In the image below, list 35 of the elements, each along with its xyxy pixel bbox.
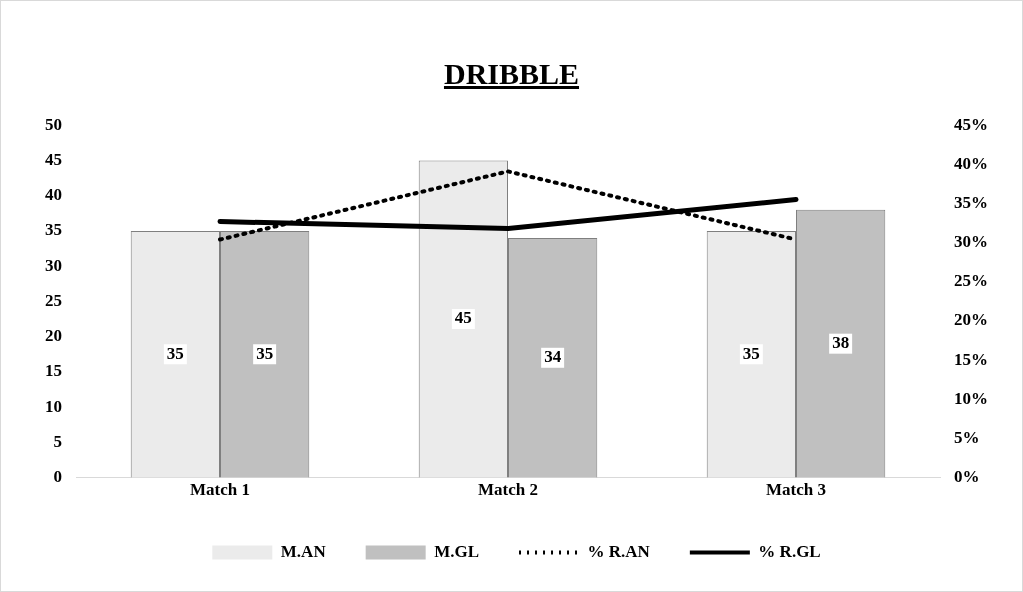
y2-tick-label: 20% bbox=[954, 310, 988, 330]
y2-tick-label: 5% bbox=[954, 427, 980, 447]
y2-tick-label: 10% bbox=[954, 388, 988, 408]
y-tick-label: 40 bbox=[45, 185, 62, 205]
data-label: 38 bbox=[832, 333, 850, 353]
y-tick-label: 10 bbox=[45, 396, 62, 416]
y-tick-label: 5 bbox=[53, 431, 62, 451]
y2-tick-label: 15% bbox=[954, 349, 988, 369]
legend-label: M.GL bbox=[434, 541, 480, 561]
y-tick-label: 30 bbox=[45, 255, 62, 275]
y2-tick-label: 30% bbox=[954, 232, 988, 252]
y2-tick-label: 40% bbox=[954, 153, 988, 173]
y2-tick-label: 25% bbox=[954, 271, 988, 291]
data-label: 35 bbox=[742, 343, 760, 363]
y2-tick-label: 35% bbox=[954, 192, 988, 212]
y2-tick-label: 45% bbox=[954, 114, 988, 134]
data-label: 35 bbox=[166, 343, 184, 363]
y-tick-label: 25 bbox=[45, 290, 62, 310]
x-tick-label: Match 2 bbox=[478, 480, 538, 500]
y-tick-label: 15 bbox=[45, 361, 62, 381]
y-tick-label: 50 bbox=[45, 114, 62, 134]
data-label: 34 bbox=[544, 347, 562, 367]
y-tick-label: 20 bbox=[45, 326, 62, 346]
y-tick-label: 45 bbox=[45, 149, 62, 169]
y2-tick-label: 0% bbox=[954, 466, 980, 486]
legend-label: % R.GL bbox=[758, 541, 821, 561]
x-tick-label: Match 1 bbox=[190, 480, 250, 500]
y-tick-label: 0 bbox=[53, 466, 62, 486]
data-label: 35 bbox=[256, 343, 274, 363]
x-tick-label: Match 3 bbox=[766, 480, 826, 500]
data-label: 45 bbox=[454, 308, 472, 328]
y-tick-label: 35 bbox=[45, 220, 62, 240]
legend-label: % R.AN bbox=[587, 541, 651, 561]
legend-label: M.AN bbox=[280, 541, 327, 561]
chart-title: DRIBBLE bbox=[442, 57, 580, 91]
